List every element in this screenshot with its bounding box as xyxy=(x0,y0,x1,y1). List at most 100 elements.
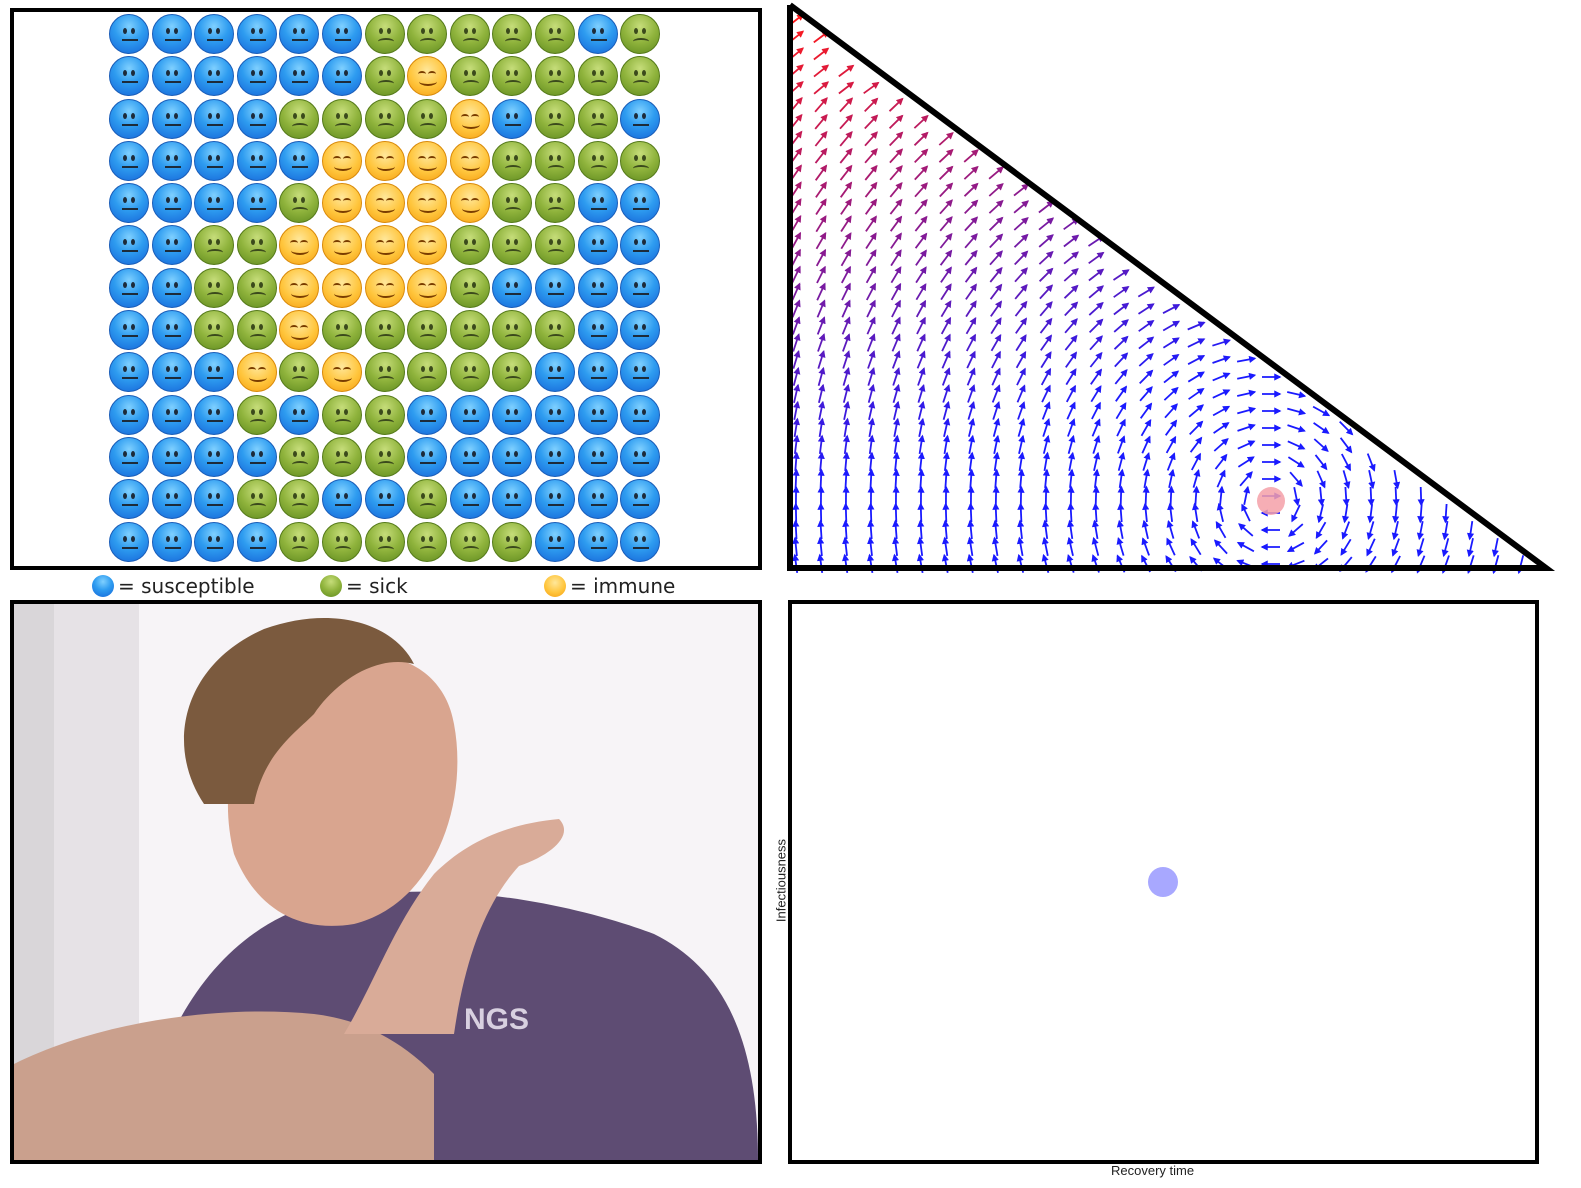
flow-arrow xyxy=(1042,519,1050,540)
agent-sick xyxy=(534,14,575,54)
agent-immune xyxy=(407,140,448,181)
agent-susceptible xyxy=(109,479,149,520)
flow-arrow xyxy=(1067,418,1076,437)
flow-arrow xyxy=(1187,371,1205,383)
agent-susceptible xyxy=(620,352,661,393)
flow-arrow xyxy=(1064,301,1079,317)
agent-susceptible xyxy=(534,479,575,520)
agent-susceptible xyxy=(449,436,490,477)
flow-arrow xyxy=(992,468,1000,489)
flow-arrow xyxy=(839,97,854,113)
agent-immune xyxy=(279,225,320,266)
flow-arrow xyxy=(888,114,904,129)
agent-immune xyxy=(407,56,448,97)
flow-arrow xyxy=(1163,353,1180,366)
flow-arrow xyxy=(1113,335,1129,350)
flow-arrow xyxy=(1042,451,1051,472)
flow-arrow xyxy=(1090,385,1102,403)
flow-arrow xyxy=(1138,336,1155,350)
flow-arrow xyxy=(1417,486,1425,507)
flow-arrow xyxy=(842,468,850,489)
flow-arrow xyxy=(1067,468,1075,489)
flow-arrow xyxy=(1116,519,1124,539)
flow-arrow xyxy=(915,283,927,301)
state-marker[interactable] xyxy=(1257,487,1285,515)
flow-arrow xyxy=(1088,318,1104,334)
flow-arrow xyxy=(1315,521,1327,540)
parameter-point[interactable] xyxy=(1148,867,1178,897)
agent-susceptible xyxy=(620,183,661,224)
flow-arrow xyxy=(1138,319,1155,332)
flow-arrow xyxy=(843,400,851,420)
flow-arrow xyxy=(1212,338,1231,347)
agent-grid xyxy=(109,14,663,564)
agent-sick xyxy=(407,98,448,139)
agent-sick xyxy=(577,140,618,181)
flow-arrow xyxy=(1088,268,1105,282)
flow-arrow xyxy=(1287,391,1307,399)
agent-immune xyxy=(364,140,405,181)
flow-arrow xyxy=(1293,487,1301,507)
flow-arrow xyxy=(1040,334,1053,351)
agent-immune xyxy=(321,225,362,266)
flow-arrow xyxy=(1041,401,1051,420)
agent-sick xyxy=(321,436,362,477)
agent-susceptible xyxy=(194,183,235,224)
flow-arrow xyxy=(1042,418,1051,437)
flow-arrow xyxy=(891,333,901,352)
agent-susceptible xyxy=(492,267,533,308)
flow-arrow xyxy=(914,165,929,181)
flow-arrow xyxy=(867,367,876,386)
flow-arrow xyxy=(1188,387,1205,400)
flow-arrow xyxy=(988,183,1004,197)
flow-arrow xyxy=(792,333,801,352)
flow-arrow xyxy=(988,216,1004,231)
flow-arrow xyxy=(1441,520,1450,541)
flow-arrow xyxy=(988,199,1004,214)
flow-arrow xyxy=(865,215,877,232)
flow-arrow xyxy=(991,367,1001,386)
flow-arrow xyxy=(1189,436,1203,453)
flow-arrow xyxy=(1017,401,1026,420)
agent-grid-panel xyxy=(10,8,762,570)
flow-arrow xyxy=(1016,367,1026,386)
flow-arrow xyxy=(966,350,976,369)
flow-arrow xyxy=(1093,451,1101,471)
flow-arrow xyxy=(1215,520,1227,539)
flow-arrow xyxy=(817,468,825,489)
flow-arrow xyxy=(863,81,880,95)
flow-arrow xyxy=(1066,384,1076,403)
flow-arrow xyxy=(814,97,828,113)
flow-arrow xyxy=(966,333,976,352)
agent-susceptible xyxy=(151,394,192,435)
flow-arrow xyxy=(840,248,852,267)
flow-arrow xyxy=(917,519,925,540)
flow-arrow xyxy=(1014,250,1029,266)
flow-arrow xyxy=(1013,200,1030,214)
flow-arrow xyxy=(988,166,1005,180)
flow-arrow xyxy=(1067,502,1075,523)
flow-arrow xyxy=(1142,485,1150,506)
agent-sick xyxy=(279,479,320,520)
flow-arrow xyxy=(790,231,802,250)
flow-arrow xyxy=(1015,334,1027,352)
flow-arrow xyxy=(1042,468,1050,489)
flow-arrow xyxy=(791,282,801,301)
agent-sick xyxy=(492,56,533,97)
flow-arrow xyxy=(964,199,979,215)
agent-susceptible xyxy=(279,394,320,435)
flow-arrow xyxy=(841,282,851,301)
flow-arrow xyxy=(791,265,801,284)
agent-susceptible xyxy=(151,267,192,308)
flow-arrow xyxy=(841,316,851,335)
agent-immune xyxy=(321,140,362,181)
agent-susceptible xyxy=(577,14,618,54)
agent-sick xyxy=(279,521,320,562)
flow-arrow xyxy=(1113,302,1130,316)
flow-arrow xyxy=(963,149,979,163)
flow-arrow xyxy=(917,400,926,420)
flow-arrow xyxy=(1237,389,1257,397)
flow-arrow xyxy=(1216,502,1224,523)
flow-arrow xyxy=(1117,468,1126,489)
agent-susceptible xyxy=(577,521,618,562)
